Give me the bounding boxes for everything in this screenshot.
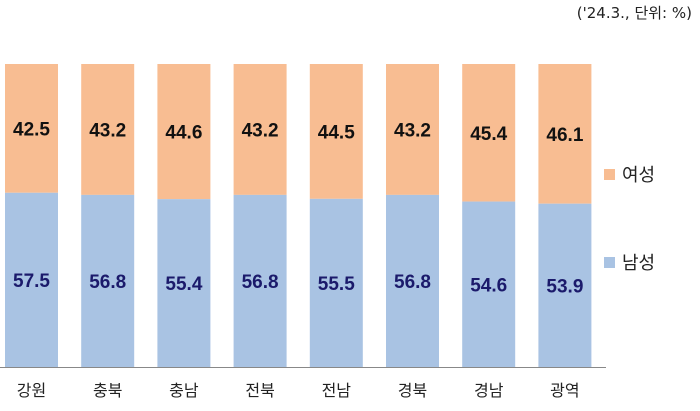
- male-bar: [309, 198, 363, 367]
- female-bar: [233, 64, 287, 195]
- category-tick-label: 광역: [550, 381, 579, 400]
- category-tick-label: 전북: [245, 381, 274, 400]
- female-value-label: 43.2: [89, 120, 126, 141]
- legend-label: 남성: [622, 253, 655, 274]
- female-bar: [5, 64, 58, 193]
- female-bar: [309, 64, 363, 199]
- male-bar: [538, 203, 592, 367]
- male-value-label: 56.8: [242, 272, 279, 293]
- male-bar: [5, 192, 58, 367]
- male-bar: [157, 199, 211, 367]
- male-bar: [81, 194, 135, 367]
- male-value-label: 56.8: [89, 272, 126, 293]
- female-value-label: 44.5: [318, 122, 355, 143]
- female-value-label: 44.6: [165, 123, 202, 144]
- female-bar: [462, 64, 516, 202]
- male-value-label: 55.5: [318, 274, 355, 295]
- female-bar: [157, 64, 211, 200]
- female-value-label: 46.1: [546, 125, 583, 146]
- category-tick-label: 경북: [398, 381, 427, 400]
- category-tick-label: 강원: [17, 381, 46, 400]
- legend-swatch: [604, 169, 615, 180]
- male-value-label: 53.9: [546, 276, 583, 297]
- category-tick-label: 충남: [169, 381, 199, 400]
- male-bar: [386, 194, 439, 367]
- male-value-label: 55.4: [165, 274, 202, 295]
- male-value-label: 56.8: [394, 272, 431, 293]
- female-bar: [386, 64, 439, 195]
- category-tick-label: 전남: [322, 381, 352, 400]
- female-value-label: 45.4: [470, 124, 507, 145]
- male-bar: [462, 201, 516, 367]
- legend-label: 여성: [622, 165, 655, 186]
- female-bar: [538, 64, 592, 204]
- male-bar: [233, 194, 287, 367]
- female-value-label: 42.5: [13, 119, 50, 140]
- female-bar: [81, 64, 135, 195]
- legend-swatch: [604, 257, 615, 268]
- category-tick-label: 경남: [474, 381, 504, 400]
- unit-note: ('24.3., 단위: %): [576, 4, 692, 22]
- male-value-label: 54.6: [470, 275, 507, 296]
- female-value-label: 43.2: [242, 120, 279, 141]
- female-value-label: 43.2: [394, 120, 431, 141]
- category-tick-label: 충북: [93, 381, 122, 400]
- male-value-label: 57.5: [13, 271, 50, 292]
